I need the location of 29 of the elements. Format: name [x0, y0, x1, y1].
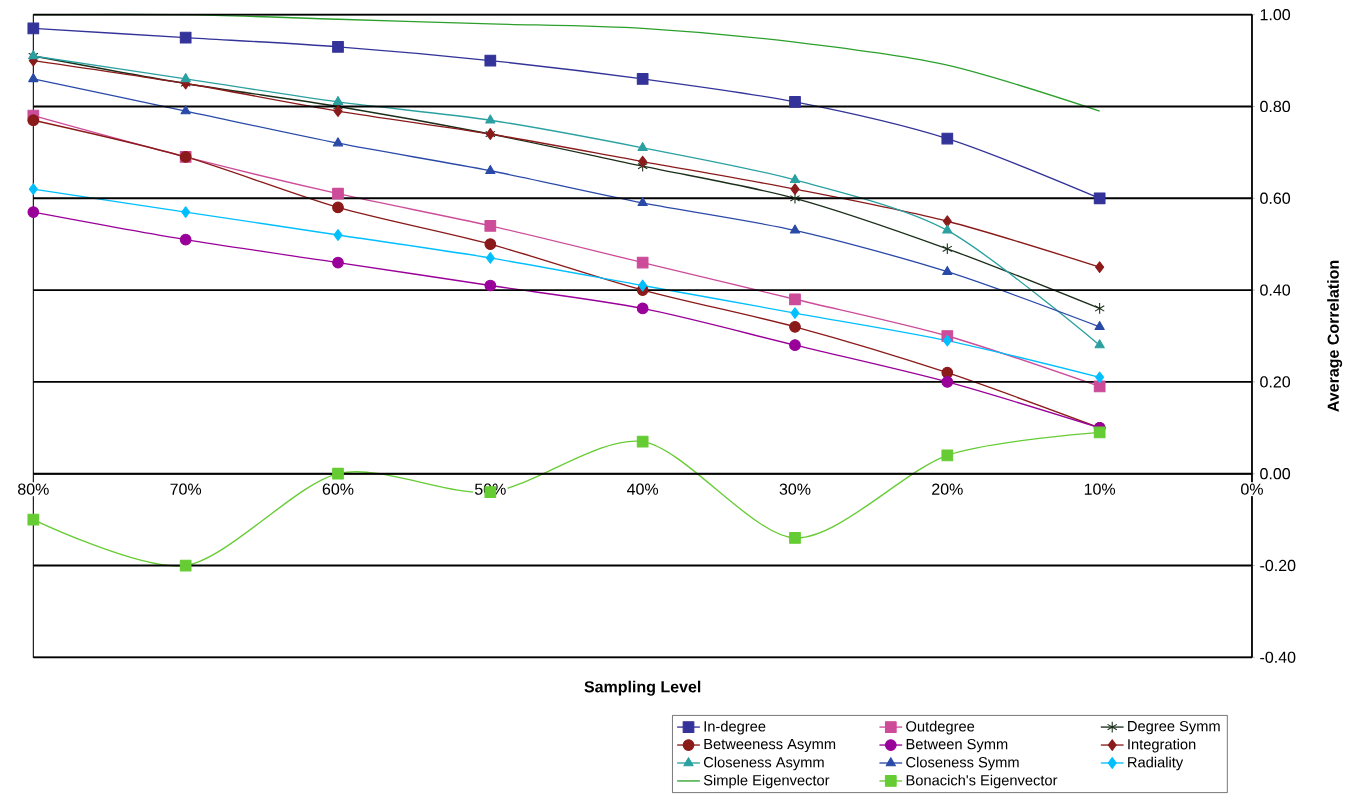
- x-tick-label: 0%: [1241, 483, 1263, 495]
- y-tick-label: 0.80: [1260, 100, 1291, 113]
- legend-label: Integration: [1128, 738, 1196, 753]
- y-tick-label: -0.20: [1260, 560, 1296, 572]
- legend-label: Radiality: [1128, 756, 1184, 771]
- legend-label: Simple Eigenvector: [703, 774, 830, 789]
- x-tick-label: 30%: [779, 483, 811, 495]
- legend-label: Betweeness Asymm: [704, 739, 836, 753]
- legend-label: Between Symm: [906, 739, 1008, 753]
- y-tick-label: -0.40: [1260, 651, 1296, 664]
- legend-label: Closeness Symm: [906, 756, 1019, 771]
- legend-label: Outdegree: [906, 720, 975, 735]
- legend-label: Degree Symm: [1128, 721, 1220, 735]
- legend-label: In-degree: [704, 720, 766, 735]
- y-tick-label: 1.00: [1260, 9, 1291, 21]
- legend-label: Closeness Asymm: [703, 756, 824, 771]
- x-tick-label: 80%: [18, 483, 49, 495]
- x-tick-label: 40%: [627, 483, 659, 495]
- x-tick-label: 60%: [322, 483, 354, 495]
- y-axis-title: Average Correlation: [1327, 261, 1343, 412]
- legend-label: Bonacich's Eigenvector: [906, 774, 1058, 789]
- x-tick-label: 20%: [932, 483, 963, 495]
- x-tick-label: 10%: [1084, 483, 1116, 495]
- y-tick-label: 0.40: [1260, 284, 1291, 296]
- x-tick-label: 70%: [170, 483, 202, 495]
- y-tick-label: 0.20: [1260, 376, 1291, 388]
- x-axis-title: Sampling Level: [584, 680, 701, 696]
- y-tick-label: 0.60: [1260, 192, 1291, 205]
- y-tick-label: 0.00: [1260, 468, 1291, 480]
